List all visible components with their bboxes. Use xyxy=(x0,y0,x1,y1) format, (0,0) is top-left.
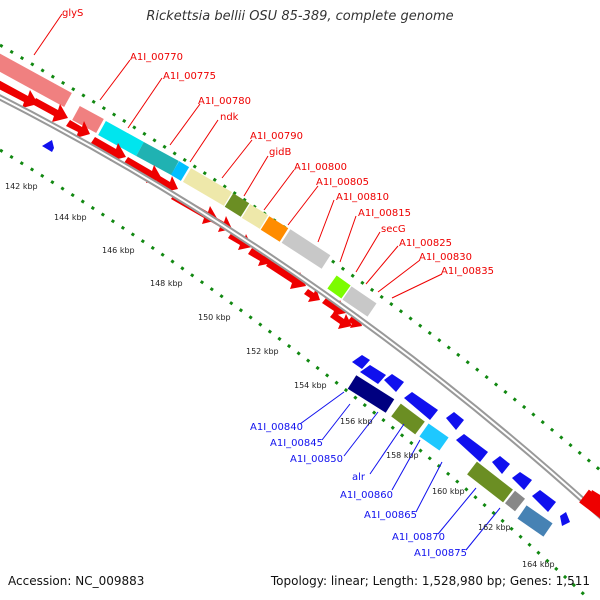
gene-label: A1I_00875 xyxy=(414,548,467,559)
gene-arrow xyxy=(560,512,570,526)
gene-arrow xyxy=(0,80,38,108)
gene-arrow xyxy=(446,412,464,430)
tick-label: 162 kbp xyxy=(478,523,511,532)
gene-arrow xyxy=(512,472,532,490)
gene-label: A1I_00835 xyxy=(441,266,494,277)
gene-label: A1I_00845 xyxy=(270,438,323,449)
cog-segment xyxy=(347,375,395,413)
gene-label: A1I_00770 xyxy=(130,52,183,63)
gene-label: A1I_00840 xyxy=(250,422,303,433)
gene-arrow xyxy=(532,490,556,512)
gene-arrow xyxy=(404,392,438,420)
cog-ring-lower xyxy=(347,375,600,537)
tick-label: 158 kbp xyxy=(386,451,419,460)
gene-label: A1I_00865 xyxy=(364,510,417,521)
gene-label: A1I_00790 xyxy=(250,131,303,142)
gene-label: A1I_00810 xyxy=(336,192,389,203)
gene-label: A1I_00775 xyxy=(163,71,216,82)
inner-dotted-ring xyxy=(0,148,592,600)
gene-arrow xyxy=(32,98,68,122)
tick-label: 156 kbp xyxy=(340,417,373,426)
genome-summary-text: Topology: linear; Length: 1,528,980 bp; … xyxy=(270,574,590,588)
gene-label: A1I_00815 xyxy=(358,208,411,219)
bottom-leader-lines xyxy=(299,391,501,551)
gene-arrow xyxy=(66,120,90,138)
gene-arrow xyxy=(42,140,54,152)
position-ticks: 142 kbp 144 kbp 146 kbp 148 kbp 150 kbp … xyxy=(5,182,555,569)
tick-label: 152 kbp xyxy=(246,347,279,356)
cog-segment xyxy=(241,204,269,229)
cog-segment xyxy=(0,53,72,108)
gene-arrow xyxy=(360,365,386,384)
cog-segment xyxy=(98,120,144,157)
gene-label: glyS xyxy=(62,8,83,19)
cog-segment xyxy=(182,168,233,206)
gene-label: gidB xyxy=(269,147,291,158)
cog-segment xyxy=(72,105,104,134)
gene-label: A1I_00825 xyxy=(399,238,452,249)
cog-segment xyxy=(260,216,289,242)
gene-arrow xyxy=(228,232,252,250)
gene-label: A1I_00870 xyxy=(392,532,445,543)
tick-label: 148 kbp xyxy=(150,279,183,288)
gene-label: A1I_00860 xyxy=(340,490,393,501)
tick-label: 164 kbp xyxy=(522,560,555,569)
cog-segment xyxy=(170,161,190,181)
top-leader-lines xyxy=(33,13,443,299)
cog-segment xyxy=(327,275,351,299)
gene-label: A1I_00780 xyxy=(198,96,251,107)
cog-segment xyxy=(391,403,425,435)
tick-label: 146 kbp xyxy=(102,246,135,255)
tick-label: 154 kbp xyxy=(294,381,327,390)
cog-segment xyxy=(467,461,513,503)
gene-label: ndk xyxy=(220,112,239,123)
gene-label: secG xyxy=(381,224,406,235)
tick-label: 142 kbp xyxy=(5,182,38,191)
cog-segment xyxy=(517,505,553,537)
gene-label: A1I_00850 xyxy=(290,454,343,465)
tick-label: 144 kbp xyxy=(54,213,87,222)
tick-label: 160 kbp xyxy=(432,487,465,496)
gene-arrow xyxy=(91,137,126,161)
map-title: Rickettsia bellii OSU 85-389, complete g… xyxy=(146,9,454,24)
genome-backbone-core xyxy=(0,96,600,517)
outer-dotted-ring xyxy=(0,43,600,472)
cog-segment xyxy=(136,141,179,176)
gene-arrow xyxy=(124,157,162,183)
cog-ring xyxy=(0,53,377,317)
tick-label: 150 kbp xyxy=(198,313,231,322)
cog-segment xyxy=(224,193,250,217)
accession-text: Accession: NC_009883 xyxy=(8,574,145,588)
gene-label: A1I_00830 xyxy=(419,252,472,263)
cog-segment xyxy=(505,490,525,512)
cog-segment xyxy=(281,229,331,269)
gene-arrow xyxy=(384,374,404,392)
cog-segment xyxy=(579,489,600,519)
gene-label: A1I_00800 xyxy=(294,162,347,173)
gene-arrow xyxy=(352,355,370,369)
gene-label: A1I_00805 xyxy=(316,177,369,188)
gene-arrow xyxy=(266,260,306,289)
gene-arrow xyxy=(456,434,488,462)
cog-segment xyxy=(419,423,449,451)
cog-segment xyxy=(342,286,377,317)
gene-arrow xyxy=(156,176,178,192)
gene-arrow xyxy=(330,312,352,329)
gene-arrow xyxy=(492,456,510,474)
reverse-genes xyxy=(42,140,570,526)
gene-label: alr xyxy=(352,472,366,483)
